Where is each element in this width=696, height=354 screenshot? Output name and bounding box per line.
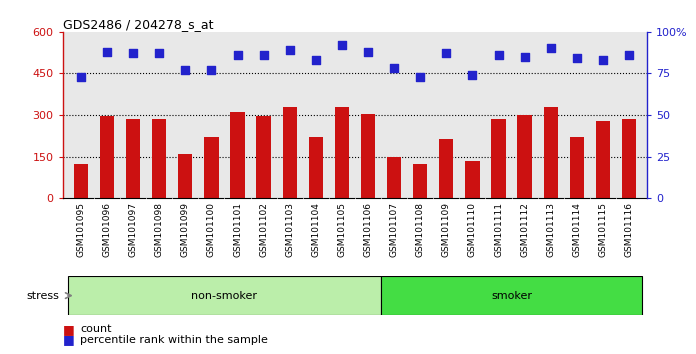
Bar <box>569 137 584 198</box>
Text: non-smoker: non-smoker <box>191 291 258 301</box>
Point <box>102 49 113 55</box>
Bar <box>126 119 141 198</box>
Text: count: count <box>80 324 111 334</box>
Text: GSM101101: GSM101101 <box>233 202 242 257</box>
Bar <box>178 154 193 198</box>
Text: GSM101107: GSM101107 <box>390 202 399 257</box>
Text: smoker: smoker <box>491 291 532 301</box>
Text: GSM101112: GSM101112 <box>520 202 529 257</box>
Text: GSM101114: GSM101114 <box>572 202 581 257</box>
Point <box>597 57 608 63</box>
Bar <box>596 121 610 198</box>
Text: GSM101100: GSM101100 <box>207 202 216 257</box>
Point <box>363 49 374 55</box>
Bar <box>361 114 375 198</box>
Bar <box>283 107 297 198</box>
Point <box>284 47 295 53</box>
Text: GSM101106: GSM101106 <box>363 202 372 257</box>
Point <box>336 42 347 48</box>
Text: GSM101111: GSM101111 <box>494 202 503 257</box>
Text: GSM101098: GSM101098 <box>155 202 164 257</box>
Text: GSM101097: GSM101097 <box>129 202 138 257</box>
Bar <box>622 119 636 198</box>
Point <box>415 74 426 80</box>
Point <box>206 67 217 73</box>
Text: GSM101095: GSM101095 <box>77 202 86 257</box>
Text: GSM101110: GSM101110 <box>468 202 477 257</box>
Bar <box>68 276 381 315</box>
Bar <box>74 164 88 198</box>
Text: GDS2486 / 204278_s_at: GDS2486 / 204278_s_at <box>63 18 213 31</box>
Text: GSM101105: GSM101105 <box>338 202 347 257</box>
Point <box>154 51 165 56</box>
Text: GSM101113: GSM101113 <box>546 202 555 257</box>
Bar <box>230 112 245 198</box>
Bar <box>381 276 642 315</box>
Text: percentile rank within the sample: percentile rank within the sample <box>80 335 268 345</box>
Bar <box>517 115 532 198</box>
Bar <box>491 119 506 198</box>
Bar <box>256 116 271 198</box>
Text: GSM101109: GSM101109 <box>442 202 451 257</box>
Point <box>127 51 139 56</box>
Text: GSM101116: GSM101116 <box>624 202 633 257</box>
Bar <box>413 164 427 198</box>
Point <box>75 74 86 80</box>
Text: GSM101108: GSM101108 <box>416 202 425 257</box>
Text: ■: ■ <box>63 333 74 346</box>
Text: GSM101115: GSM101115 <box>599 202 608 257</box>
Point <box>467 72 478 78</box>
Point <box>258 52 269 58</box>
Text: ■: ■ <box>63 323 74 336</box>
Point <box>545 46 556 51</box>
Bar <box>100 116 114 198</box>
Point <box>571 56 583 61</box>
Point <box>493 52 504 58</box>
Text: GSM101099: GSM101099 <box>181 202 190 257</box>
Bar <box>308 137 323 198</box>
Bar <box>544 107 558 198</box>
Text: GSM101102: GSM101102 <box>259 202 268 257</box>
Point <box>519 54 530 59</box>
Text: GSM101103: GSM101103 <box>285 202 294 257</box>
Point <box>388 65 400 71</box>
Text: stress: stress <box>26 291 59 301</box>
Point <box>232 52 243 58</box>
Bar <box>335 107 349 198</box>
Bar <box>204 137 219 198</box>
Point <box>180 67 191 73</box>
Point <box>624 52 635 58</box>
Point <box>310 57 322 63</box>
Bar <box>439 139 454 198</box>
Bar <box>465 161 480 198</box>
Text: GSM101104: GSM101104 <box>311 202 320 257</box>
Bar <box>152 119 166 198</box>
Point <box>441 51 452 56</box>
Bar <box>387 156 402 198</box>
Text: GSM101096: GSM101096 <box>102 202 111 257</box>
